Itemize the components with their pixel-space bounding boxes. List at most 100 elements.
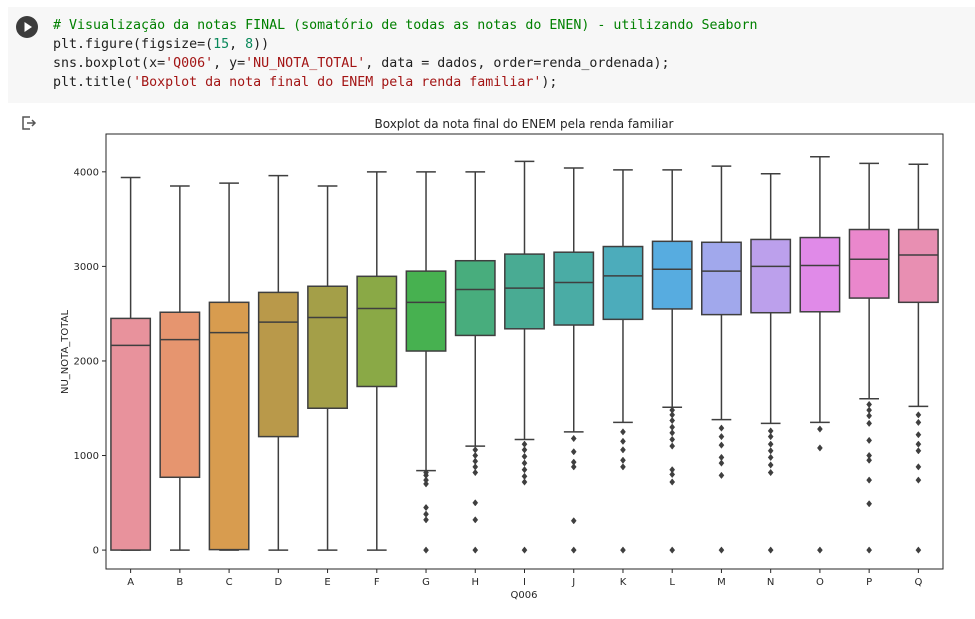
box-E [307, 285, 349, 409]
box-H [454, 259, 496, 337]
x-tick-label: N [767, 577, 774, 588]
box-C [208, 301, 250, 551]
outlier-point [718, 453, 725, 462]
outlier-point [521, 472, 528, 480]
outlier-point [570, 517, 577, 525]
outlier-point [620, 546, 626, 554]
code-text: plt.title( [53, 75, 134, 90]
x-tick-label: K [620, 577, 627, 588]
code-text: , [229, 37, 246, 52]
outlier-point [866, 500, 873, 508]
x-tick-label: Q [914, 577, 922, 588]
outlier-point [866, 412, 873, 420]
outlier-point [866, 476, 873, 484]
x-tick-label: J [571, 577, 575, 588]
outlier-point [570, 434, 577, 443]
outlier-point [521, 546, 528, 554]
chart-title: Boxplot da nota final do ENEM pela renda… [375, 117, 674, 131]
outlier-point [620, 446, 626, 454]
outlier-point [817, 425, 823, 433]
outlier-point [669, 411, 676, 419]
box-O [799, 236, 841, 313]
outlier-point [521, 459, 528, 467]
box-M [700, 241, 742, 316]
outlier-point [866, 419, 873, 427]
outlier-point [570, 458, 577, 466]
outlier-point [915, 476, 922, 484]
outlier-point [620, 456, 626, 464]
outlier-point [521, 440, 528, 448]
outlier-point [423, 476, 429, 484]
outlier-point [521, 478, 528, 486]
outlier-point [472, 457, 479, 465]
outlier-point [718, 441, 725, 449]
x-tick-label: E [324, 577, 330, 588]
outlier-point [718, 433, 725, 441]
outlier-point [423, 546, 429, 554]
outlier-point [521, 466, 528, 474]
code-editor[interactable]: # Visualização da notas FINAL (somatório… [53, 16, 757, 92]
code-string: 'Q006' [165, 56, 214, 71]
code-string: 'Boxplot da nota final do ENEM pela rend… [133, 75, 542, 90]
outlier-point [423, 503, 429, 512]
y-tick-label: 4000 [74, 167, 99, 178]
y-tick-label: 3000 [74, 262, 99, 273]
outlier-point [915, 418, 922, 427]
outlier-point [915, 411, 922, 419]
box-G [405, 270, 447, 352]
outlier-point [570, 448, 577, 456]
outlier-point [866, 546, 873, 554]
outlier-point [669, 429, 676, 437]
outlier-point [718, 424, 725, 432]
box-L [651, 240, 693, 310]
box-A [110, 317, 152, 551]
code-number: 15 [213, 37, 230, 52]
code-text: ); [541, 75, 558, 90]
x-tick-label: B [176, 577, 183, 588]
outlier-point [817, 444, 823, 452]
box-I [504, 253, 545, 330]
outlier-point [570, 546, 577, 554]
outlier-point [472, 499, 479, 507]
box-F [356, 275, 398, 388]
outlier-point [915, 447, 922, 455]
outlier-point [767, 468, 774, 477]
outlier-point [669, 470, 676, 479]
outlier-point [423, 468, 429, 477]
box-Q [897, 228, 939, 304]
outlier-point [620, 437, 626, 445]
outlier-point [767, 546, 774, 554]
outlier-point [620, 463, 626, 471]
outlier-point [423, 480, 429, 488]
outlier-point [866, 456, 873, 464]
x-tick-label: I [523, 577, 526, 588]
outlier-point [472, 516, 479, 524]
box-P [848, 228, 890, 299]
outlier-point [718, 546, 725, 554]
outlier-point [669, 416, 676, 425]
outlier-point [767, 461, 774, 469]
outlier-point [570, 463, 577, 471]
outlier-point [767, 440, 774, 448]
outlier-point [472, 468, 479, 477]
outlier-point [521, 446, 528, 454]
code-text: )) [253, 37, 270, 52]
outlier-point [521, 452, 528, 461]
output-arrow-icon[interactable] [20, 114, 38, 132]
outlier-point [767, 447, 774, 455]
code-cell[interactable] [8, 7, 975, 103]
box-K [602, 245, 644, 321]
box-N [750, 238, 792, 314]
outlier-point [472, 451, 479, 460]
outlier-point [472, 546, 479, 554]
x-tick-label: H [471, 577, 479, 588]
outlier-point [915, 463, 922, 471]
box-B [159, 311, 201, 479]
x-tick-label: D [274, 577, 282, 588]
code-number: 8 [245, 37, 254, 52]
x-tick-label: F [374, 577, 380, 588]
run-cell-button[interactable] [16, 16, 38, 38]
outlier-point [915, 546, 922, 554]
outlier-point [669, 442, 676, 450]
